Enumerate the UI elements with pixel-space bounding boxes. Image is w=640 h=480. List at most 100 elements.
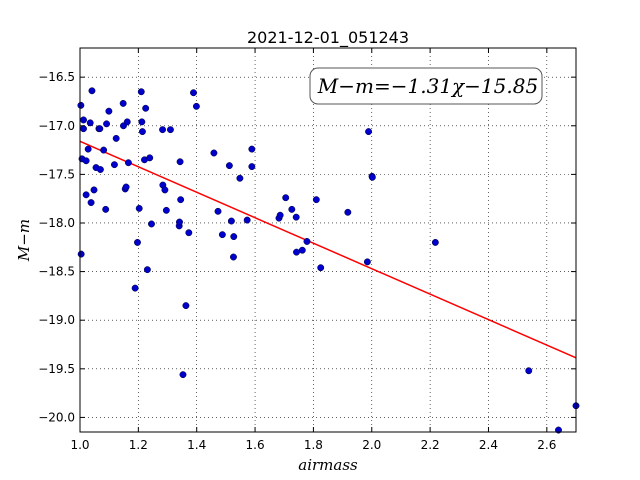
data-point bbox=[138, 128, 146, 136]
y-tick-label: −16.5 bbox=[38, 70, 75, 84]
data-point bbox=[88, 87, 96, 95]
data-point bbox=[77, 250, 85, 258]
data-point bbox=[161, 186, 169, 194]
data-point bbox=[192, 102, 200, 110]
data-point bbox=[190, 89, 197, 97]
data-point bbox=[276, 211, 284, 219]
data-point bbox=[134, 238, 141, 246]
data-point bbox=[86, 119, 94, 127]
y-tick-label: −20.0 bbox=[38, 410, 75, 424]
data-point bbox=[110, 161, 118, 169]
axis-ticks: 1.0 1.2 1.4 1.6 1.8 2.0 2.2 2.4 2.6 −16.5 −17.0 −17… bbox=[38, 48, 576, 452]
data-point bbox=[227, 217, 235, 225]
data-point bbox=[225, 162, 233, 170]
x-axis-label: airmass bbox=[298, 456, 358, 474]
data-point bbox=[431, 238, 439, 246]
data-point bbox=[138, 118, 146, 126]
x-tick-label: 2.0 bbox=[362, 438, 381, 452]
data-point bbox=[159, 126, 167, 134]
data-point bbox=[90, 186, 98, 194]
data-point bbox=[162, 206, 170, 214]
data-point bbox=[135, 204, 143, 212]
data-point bbox=[243, 216, 251, 224]
data-point bbox=[176, 158, 184, 166]
y-axis-label: M−m bbox=[15, 219, 33, 262]
equation-box: M−m=−1.31χ−15.85 bbox=[309, 67, 543, 105]
y-tick-label: −19.0 bbox=[38, 313, 75, 327]
data-point bbox=[344, 208, 352, 216]
data-point bbox=[119, 99, 127, 107]
data-point bbox=[298, 246, 306, 254]
data-point bbox=[282, 194, 290, 202]
data-point bbox=[230, 233, 238, 241]
y-tick-label: −18.0 bbox=[38, 216, 75, 230]
data-points bbox=[77, 87, 580, 434]
data-point bbox=[166, 126, 174, 134]
data-point bbox=[248, 163, 256, 171]
fit-line-layer bbox=[79, 140, 577, 359]
data-point bbox=[177, 196, 185, 204]
data-point bbox=[176, 218, 183, 226]
data-point bbox=[230, 253, 237, 261]
x-tick-label: 2.2 bbox=[421, 438, 440, 452]
data-point bbox=[112, 134, 120, 142]
data-point bbox=[365, 128, 373, 136]
x-tick-label: 1.6 bbox=[246, 438, 265, 452]
data-point bbox=[363, 258, 371, 266]
data-point bbox=[80, 116, 87, 124]
data-point bbox=[368, 173, 376, 181]
y-tick-label: −19.5 bbox=[38, 362, 75, 376]
y-tick-label: −17.5 bbox=[38, 167, 75, 181]
data-point bbox=[142, 104, 150, 112]
equation-text: M−m=−1.31χ−15.85 bbox=[317, 74, 538, 98]
data-point bbox=[82, 191, 90, 199]
data-point bbox=[96, 166, 104, 173]
data-point bbox=[148, 220, 155, 228]
data-point bbox=[218, 231, 226, 239]
data-point bbox=[84, 145, 92, 153]
fit-line bbox=[79, 140, 577, 359]
data-point bbox=[312, 196, 320, 204]
data-point bbox=[124, 159, 132, 167]
data-point bbox=[303, 238, 311, 245]
data-point bbox=[102, 205, 110, 213]
y-tick-label: −18.5 bbox=[38, 265, 75, 279]
x-tick-label: 1.4 bbox=[187, 438, 206, 452]
data-point bbox=[100, 146, 108, 154]
data-point bbox=[182, 302, 190, 310]
plot-area-frame bbox=[79, 47, 577, 433]
data-point bbox=[103, 120, 111, 128]
data-point bbox=[122, 183, 130, 191]
data-point bbox=[210, 149, 218, 157]
data-point bbox=[293, 248, 300, 256]
data-point bbox=[292, 213, 300, 221]
data-point bbox=[96, 125, 104, 133]
grid-lines bbox=[79, 48, 576, 432]
data-point bbox=[146, 154, 154, 162]
x-tick-label: 2.6 bbox=[537, 438, 556, 452]
data-point bbox=[236, 174, 244, 182]
x-tick-label: 1.8 bbox=[304, 438, 323, 452]
data-point bbox=[288, 205, 296, 213]
data-point bbox=[317, 264, 325, 272]
data-point bbox=[87, 199, 95, 207]
data-point bbox=[131, 284, 139, 292]
data-point bbox=[179, 371, 187, 379]
x-tick-label: 2.4 bbox=[479, 438, 498, 452]
data-point bbox=[105, 107, 113, 115]
data-point bbox=[185, 229, 193, 237]
data-point bbox=[80, 125, 87, 133]
chart-title: 2021-12-01_051243 bbox=[247, 28, 409, 48]
x-tick-label: 1.2 bbox=[129, 438, 148, 452]
data-point bbox=[248, 145, 256, 153]
equation-box-frame bbox=[309, 67, 543, 105]
data-point bbox=[143, 266, 151, 274]
data-point bbox=[214, 207, 222, 215]
x-tick-label: 1.0 bbox=[70, 438, 89, 452]
data-point bbox=[77, 101, 85, 109]
data-point bbox=[525, 367, 533, 375]
data-point bbox=[123, 118, 131, 126]
data-point bbox=[82, 157, 90, 165]
data-point bbox=[137, 88, 145, 96]
